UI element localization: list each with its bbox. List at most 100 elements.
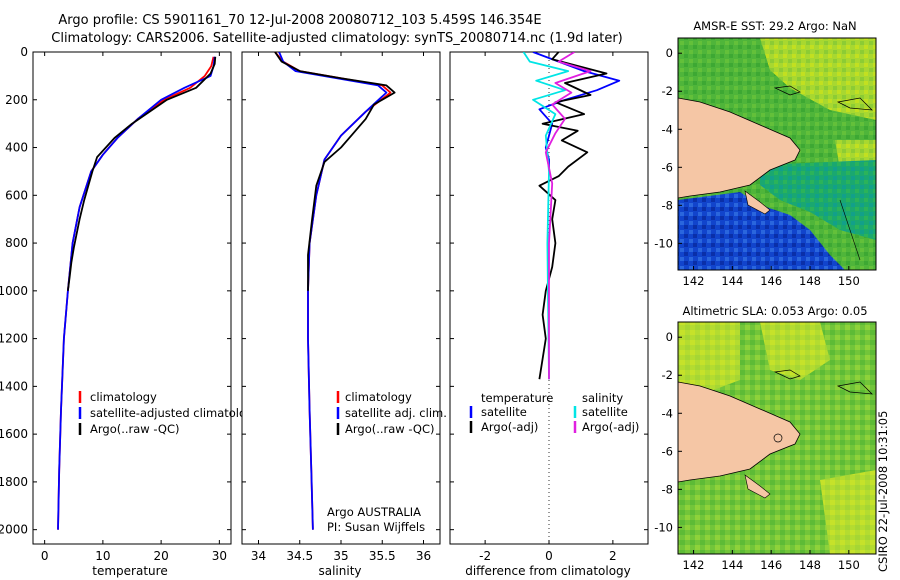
figure-title-line2: Climatology: CARS2006. Satellite-adjuste…: [51, 31, 623, 46]
map-x-tick-label: 146: [760, 558, 782, 572]
x-tick-label: 0: [41, 549, 49, 563]
map-y-tick-label: 0: [666, 330, 673, 344]
y-tick-label: 1800: [0, 475, 28, 489]
legend-label-climatology: climatology: [90, 390, 157, 404]
difference-yticks: [450, 51, 648, 531]
difference-xticks: -2 0 2: [479, 52, 617, 563]
temperature-series: [57, 56, 217, 530]
map-y-tick-label: -6: [662, 444, 673, 458]
sla-map-title: Altimetric SLA: 0.053 Argo: 0.05: [682, 304, 867, 318]
x-tick-label: 0: [545, 549, 553, 563]
salinity-series: [274, 52, 396, 530]
sst-map-title: AMSR-E SST: 29.2 Argo: NaN: [693, 19, 856, 33]
sst-warm-region: [760, 38, 876, 120]
sla-high-region: [760, 322, 830, 380]
map-y-tick-label: -8: [662, 198, 673, 212]
legend-label-argo: Argo(..raw -QC): [90, 422, 180, 436]
x-tick-label: 35.5: [369, 549, 396, 563]
x-tick-label: 20: [153, 549, 168, 563]
difference-xlabel: difference from climatology: [465, 564, 631, 578]
legend-header-salinity: salinity: [582, 391, 623, 405]
side-timestamp: CSIRO 22-Jul-2008 10:31:05: [876, 410, 890, 572]
x-tick-label: 36: [416, 549, 431, 563]
map-y-tick-label: -2: [662, 84, 673, 98]
temperature-panel: 0 10 20 30 0 200 400 600 800 1000 1200 1400 1600 180…: [0, 45, 260, 578]
map-y-tick-label: 0: [666, 46, 673, 60]
difference-legend: temperature satellite Argo(-adj) salinit…: [469, 391, 639, 434]
temperature-yticks: 0 200 400 600 800 1000 1200 1400 1600 1800 2000: [0, 45, 231, 537]
legend-label-sal-argo: Argo(-adj): [582, 420, 639, 434]
map-x-tick-label: 146: [760, 274, 782, 288]
temperature-xticks: 0 10 20 30: [41, 52, 227, 563]
y-tick-label: 200: [5, 93, 28, 107]
y-tick-label: 0: [20, 45, 28, 59]
map-y-tick-label: -4: [662, 406, 673, 420]
salinity-panel: 34 34.5 35 35.5 36 salinity climatology sate…: [241, 51, 447, 578]
sla-island-outline: [773, 369, 801, 380]
salinity-yticks: [242, 51, 440, 531]
figure-title-line1: Argo profile: CS 5901161_70 12-Jul-2008 …: [58, 13, 541, 28]
map-y-tick-label: -10: [654, 236, 673, 250]
annotation-argo-australia: Argo AUSTRALIA: [327, 505, 421, 519]
sla-high-region: [678, 322, 740, 400]
map-y-tick-label: -6: [662, 160, 673, 174]
y-tick-label: 800: [5, 236, 28, 250]
legend-label-satellite-adjusted: satellite-adjusted climatology: [90, 406, 260, 420]
x-tick-label: 2: [609, 549, 617, 563]
x-tick-label: 30: [212, 549, 227, 563]
map-y-tick-label: -4: [662, 122, 673, 136]
series-line-argo-raw-qc-: [67, 56, 217, 291]
y-tick-label: 1600: [0, 427, 28, 441]
salinity-axes-box: [241, 51, 441, 545]
sla-map-ticks: 142 144 146 148 150 0 -2 -4 -6 -8 -10: [654, 330, 860, 572]
sst-map-ticks: 142 144 146 148 150 0 -2 -4 -6 -8 -10: [654, 46, 860, 288]
sst-teal-region: [760, 160, 876, 240]
series-line-salinity-satellite: [522, 52, 570, 380]
sla-land-new-guinea: [678, 381, 801, 483]
salinity-xticks: 34 34.5 35 35.5 36: [251, 52, 431, 563]
y-tick-label: 2000: [0, 523, 28, 537]
map-x-tick-label: 148: [799, 274, 821, 288]
y-tick-label: 1400: [0, 379, 28, 393]
map-x-tick-label: 150: [838, 558, 860, 572]
series-line-salinity-argo-adj-: [544, 52, 592, 380]
legend-header-temperature: temperature: [481, 391, 553, 405]
map-y-tick-label: -8: [662, 482, 673, 496]
temperature-axes-box: [32, 51, 232, 545]
annotation-pi: PI: Susan Wijffels: [327, 520, 425, 534]
series-line-satellite-adjusted-climatology: [57, 56, 216, 530]
sla-map-panel: Altimetric SLA: 0.053 Argo: 0.05 142 144 1…: [654, 304, 877, 572]
x-tick-label: -2: [479, 549, 491, 563]
x-tick-label: 35: [333, 549, 348, 563]
map-x-tick-label: 150: [838, 274, 860, 288]
sst-island-outline: [836, 97, 873, 111]
sst-land-peninsula: [744, 190, 771, 215]
sst-island-outline: [773, 85, 801, 96]
salinity-xlabel: salinity: [318, 564, 361, 578]
legend-label-temp-argo: Argo(-adj): [481, 420, 538, 434]
map-x-tick-label: 144: [721, 274, 743, 288]
map-x-tick-label: 142: [683, 274, 705, 288]
temperature-xlabel: temperature: [92, 564, 167, 578]
sst-map-frame: [677, 37, 877, 271]
legend-label-temp-satellite: satellite: [481, 405, 527, 419]
difference-series: [522, 52, 621, 380]
sst-coastline-detail: [839, 199, 861, 261]
x-tick-label: 10: [95, 549, 110, 563]
y-tick-label: 1000: [0, 284, 28, 298]
sst-land-new-guinea: [678, 97, 801, 199]
legend-label-satellite-adj: satellite adj. clim.: [345, 406, 447, 420]
legend-label-sal-satellite: satellite: [582, 405, 628, 419]
y-tick-label: 400: [5, 141, 28, 155]
sla-high-region: [820, 470, 876, 554]
x-tick-label: 34: [251, 549, 266, 563]
map-x-tick-label: 148: [799, 558, 821, 572]
sst-cool-region: [678, 192, 845, 270]
map-y-tick-label: -2: [662, 368, 673, 382]
salinity-legend: climatology satellite adj. clim. Argo(..…: [336, 390, 447, 436]
difference-panel: -2 0 2 difference from climatology tempera…: [449, 51, 649, 578]
map-x-tick-label: 144: [721, 558, 743, 572]
x-tick-label: 34.5: [286, 549, 313, 563]
sla-map-frame: [677, 321, 877, 555]
